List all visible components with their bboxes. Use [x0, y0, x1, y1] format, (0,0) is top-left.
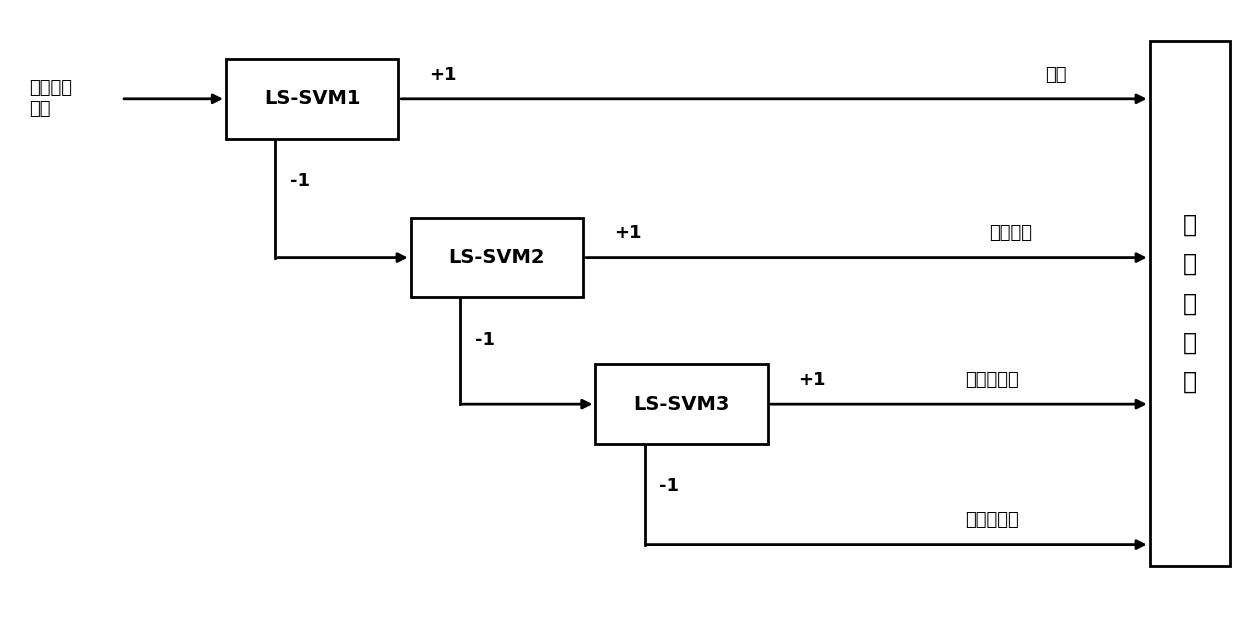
Text: -1: -1: [660, 477, 680, 495]
Text: 正常: 正常: [1045, 66, 1066, 84]
Text: +1: +1: [614, 224, 641, 242]
Text: -1: -1: [475, 331, 495, 349]
Text: +1: +1: [429, 66, 456, 84]
Text: -1: -1: [290, 172, 310, 190]
FancyBboxPatch shape: [595, 365, 768, 444]
Text: LS-SVM3: LS-SVM3: [634, 395, 730, 413]
Text: LS-SVM1: LS-SVM1: [264, 89, 361, 108]
FancyBboxPatch shape: [410, 218, 583, 297]
Text: 识别特征
向量: 识别特征 向量: [29, 79, 72, 118]
Text: 线路短路: 线路短路: [990, 224, 1033, 242]
Text: LS-SVM2: LS-SVM2: [449, 248, 546, 267]
FancyBboxPatch shape: [1149, 41, 1230, 566]
Text: 电动机启动: 电动机启动: [965, 511, 1018, 529]
Text: 暂
降
源
识
别: 暂 降 源 识 别: [1183, 213, 1197, 394]
Text: +1: +1: [799, 371, 826, 389]
Text: 变压器投运: 变压器投运: [965, 371, 1018, 389]
FancyBboxPatch shape: [226, 59, 398, 139]
